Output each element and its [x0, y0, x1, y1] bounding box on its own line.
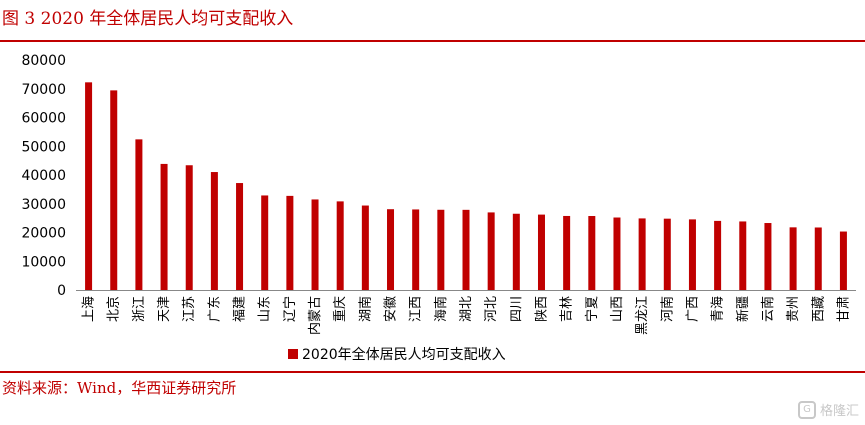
y-tick-label: 10000: [21, 254, 66, 270]
x-tick-label: 贵州: [786, 296, 801, 322]
bar: [588, 216, 596, 290]
x-tick-label: 上海: [82, 296, 97, 322]
x-tick-label: 甘肃: [836, 296, 851, 322]
bar: [286, 195, 294, 290]
y-tick-label: 70000: [21, 82, 66, 98]
x-tick-label: 北京: [107, 296, 122, 322]
x-tick-label: 陕西: [534, 296, 549, 322]
y-tick-label: 50000: [21, 139, 66, 155]
y-tick-label: 60000: [21, 111, 66, 127]
bar: [261, 195, 269, 290]
x-tick-label: 湖南: [357, 296, 373, 322]
x-tick-label: 山东: [258, 296, 273, 322]
x-tick-label: 山西: [610, 296, 625, 322]
x-tick-label: 宁夏: [584, 296, 600, 322]
bar: [462, 209, 470, 290]
x-tick-label: 江西: [409, 296, 424, 322]
y-tick-label: 0: [57, 283, 66, 299]
bar: [336, 201, 344, 290]
bar: [387, 209, 395, 290]
x-tick-label: 安徽: [384, 296, 399, 322]
bar: [613, 217, 621, 290]
x-tick-label: 重庆: [332, 296, 348, 322]
x-tick-label: 浙江: [132, 296, 147, 322]
y-tick-label: 40000: [21, 168, 66, 184]
bar: [563, 215, 571, 290]
x-tick-label: 河南: [659, 296, 675, 322]
bar: [412, 209, 420, 290]
bar: [135, 139, 143, 290]
y-axis: 0 10000 20000 30000 40000 50000 60000 70000 8000…: [21, 53, 66, 299]
x-tick-label: 黑龙江: [635, 296, 650, 335]
x-tick-label: 湖北: [459, 296, 474, 322]
bar: [688, 219, 696, 290]
x-axis: 上海 北京 浙江 天津 江苏 广东 福建 山东 辽宁 内蒙古 重庆 湖南 安徽 江西 海南 湖北 河北 四川 陕西吉…: [76, 290, 856, 335]
bar: [437, 209, 445, 290]
bar: [537, 214, 545, 290]
x-tick-label: 江苏: [181, 296, 197, 322]
bar: [714, 220, 722, 290]
x-tick-label: 西藏: [811, 296, 826, 322]
bar: [85, 82, 93, 290]
bar: [512, 213, 520, 290]
bar-chart: 0 10000 20000 30000 40000 50000 60000 70000 8000…: [21, 53, 856, 363]
bar: [764, 223, 772, 290]
x-tick-label: 福建: [233, 296, 248, 322]
bar: [638, 218, 646, 290]
x-tick-label: 广西: [685, 296, 700, 322]
bar: [185, 165, 193, 290]
source-rule: [0, 371, 865, 373]
bar: [110, 90, 118, 290]
y-tick-label: 20000: [21, 226, 66, 242]
bar: [789, 227, 797, 290]
y-tick-label: 80000: [21, 53, 66, 69]
x-tick-label: 吉林: [560, 296, 575, 322]
x-tick-label: 天津: [157, 296, 172, 322]
legend: 2020年全体居民人均可支配收入: [288, 346, 506, 363]
bar: [839, 231, 847, 290]
x-tick-label: 广东: [207, 296, 222, 322]
bar: [160, 163, 168, 290]
x-tick-label: 内蒙古: [307, 296, 323, 335]
x-tick-label: 新疆: [735, 296, 751, 322]
legend-label: 2020年全体居民人均可支配收入: [302, 346, 506, 363]
bars: [85, 82, 847, 290]
watermark-text: 格隆汇: [819, 404, 859, 419]
x-tick-label: 河北: [484, 296, 499, 322]
y-tick-label: 30000: [21, 197, 66, 213]
x-tick-label: 四川: [509, 296, 524, 322]
bar: [210, 172, 218, 290]
bar: [236, 183, 244, 290]
bar: [311, 199, 319, 290]
bar: [814, 227, 822, 290]
x-tick-label: 云南: [760, 296, 776, 322]
bar: [487, 212, 495, 290]
x-tick-label: 海南: [433, 296, 449, 322]
bar: [663, 218, 671, 290]
legend-swatch: [288, 349, 298, 359]
title-rule: [0, 40, 865, 42]
x-tick-label: 辽宁: [282, 296, 298, 322]
x-tick-label: 青海: [711, 296, 726, 322]
watermark: G 格隆汇: [797, 400, 859, 419]
bar: [739, 221, 747, 290]
bar: [361, 205, 369, 290]
figure-title: 图 3 2020 年全体居民人均可支配收入: [2, 9, 294, 29]
source-note: 资料来源：Wind，华西证券研究所: [2, 379, 237, 397]
watermark-logo-icon: G: [797, 400, 816, 419]
